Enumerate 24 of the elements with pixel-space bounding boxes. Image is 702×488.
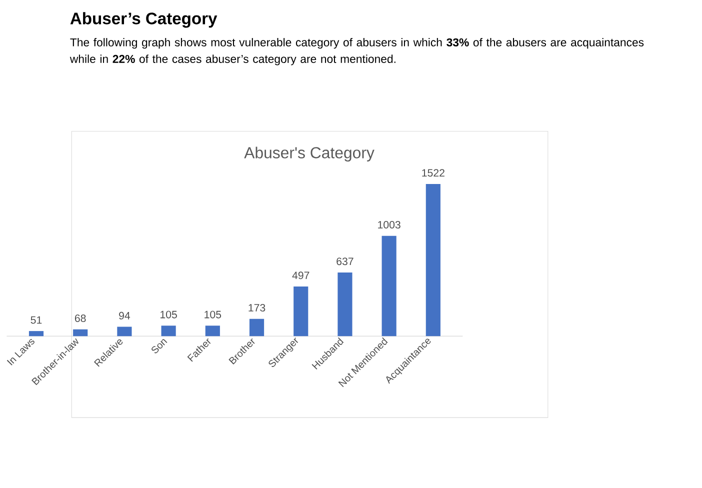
bar [294, 286, 308, 336]
data-label: 637 [336, 258, 354, 266]
bar [28, 330, 44, 336]
chart-title: Abuser’s Category [70, 12, 218, 28]
bar [117, 326, 132, 336]
data-label: 94 [119, 312, 130, 320]
bar [249, 318, 264, 336]
bar [205, 326, 220, 336]
bar [382, 236, 396, 336]
data-label: 1522 [422, 169, 444, 177]
x-tick-label: Son [152, 339, 168, 354]
bar [426, 184, 440, 336]
data-label: 1003 [378, 220, 400, 228]
data-label: 51 [30, 316, 42, 324]
text: Abuser's Category [244, 146, 374, 162]
data-label: 497 [292, 272, 310, 280]
data-label: 173 [248, 304, 266, 312]
bar [338, 272, 352, 336]
text: The following graph shows most vulnerable category of abusers in which 33% of the abusers are acquaintances while in 22% of the cases abuser’s category are not mentioned. [70, 38, 644, 66]
data-label: 105 [204, 310, 222, 318]
bar [73, 329, 88, 336]
data-label: 105 [160, 310, 177, 318]
data-label: 68 [74, 314, 86, 322]
bar [161, 326, 176, 336]
